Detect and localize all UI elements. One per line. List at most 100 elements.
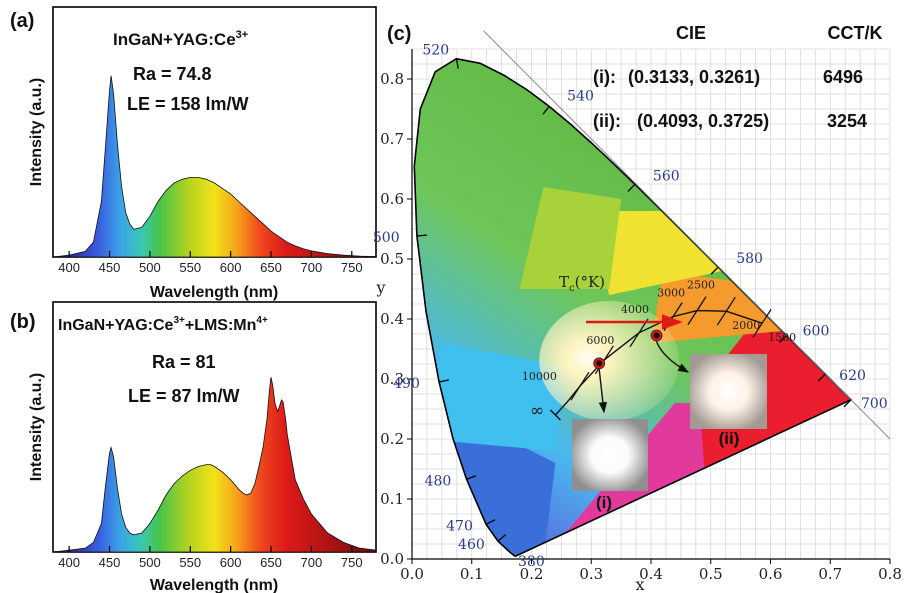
wavelength-tick [485,519,496,525]
zone-yellowgreen [519,187,622,289]
zone-white [539,301,680,421]
panel-b-label: (b) [10,311,36,333]
y-tick-label: 0.4 [380,310,404,328]
row-ii-id: (ii): [593,111,621,131]
x-tick-label: 0.6 [759,565,783,583]
wavelength-label: 520 [422,43,449,59]
panel-a: 400 450 500 550 600 650 700 750 (a) InGaN+YAG:C… [10,6,377,301]
isotherm-tick [716,296,736,326]
x-tick-label: 0.4 [639,565,663,583]
x-tick-label: 500 [139,260,161,275]
wavelength-tick [817,373,826,382]
x-tick-label: 750 [341,260,363,275]
x-tick-label: 450 [99,555,121,570]
y-tick-label: 0.0 [380,550,404,568]
wavelength-label: 540 [567,88,594,104]
panel-c-label: (c) [387,23,411,45]
y-tick-label: 0.8 [380,70,404,88]
panel-b-le: LE = 87 lm/W [128,386,240,406]
panel-a-label: (a) [10,10,34,32]
x-tick-label: 0.1 [460,565,484,583]
cct-label: 3000 [657,287,685,300]
row-i-id: (i): [593,67,616,87]
wavelength-tick [779,335,788,344]
wavelength-label: 490 [393,376,420,392]
cct-label: 2500 [687,279,715,292]
panel-c: 0.0 0.1 0.2 0.3 0.4 0.5 0.6 0.7 0.8 0.0 0.1 0.2 0.3 0… [373,23,902,593]
led-label-i: (i) [596,493,612,512]
diagonal-line [483,30,891,440]
isotherm-tick [570,371,590,401]
planck-end-cap [549,409,561,421]
wavelength-label: 620 [839,368,866,384]
row-ii-cie: (0.4093, 0.3725) [637,111,769,131]
x-tick-label: 550 [179,555,201,570]
wavelength-label: 480 [425,473,452,489]
point-arrow [598,369,608,414]
row-i-cie: (0.3133, 0.3261) [628,67,760,87]
x-tick-label: 600 [220,260,242,275]
panel-c-ylabel: y [375,278,385,297]
led-label-ii: (ii) [719,429,740,448]
cie-point [650,329,663,342]
wavelength-tick [416,234,427,237]
wavelength-label: 700 [861,396,888,412]
led-photo-ii [690,354,767,429]
cie-point [593,357,606,370]
spectrum-b-area [53,377,376,552]
wavelength-label: 460 [458,537,485,553]
led-photo-i [572,419,648,491]
x-tick-label: 400 [58,260,80,275]
isotherm-tick [752,308,772,338]
wavelength-label: 560 [653,168,680,184]
y-tick-label: 0.2 [380,430,404,448]
panel-a-composition: InGaN+YAG:Ce3+ [113,29,248,49]
panel-b-ylabel: Intensity (a.u.) [28,373,45,481]
wavelength-tick [710,266,719,275]
x-tick-label: 650 [260,260,282,275]
x-tick-label: 0.2 [520,565,544,583]
cct-label: 4000 [621,303,649,316]
y-tick-label: 0.6 [380,190,404,208]
wavelength-tick [497,534,507,542]
x-tick-label: 0.0 [400,565,424,583]
panel-a-ra: Ra = 74.8 [133,64,212,84]
point-arrow [655,341,690,373]
y-tick-label: 0.3 [380,370,404,388]
y-tick-label: 0.5 [380,250,404,268]
wavelength-tick [455,58,459,69]
wavelength-tick [542,106,550,115]
x-tick-label: 0.7 [818,565,842,583]
x-tick-label: 400 [58,555,80,570]
zone-cyan [423,343,568,451]
panel-c-xlabel: x [635,575,644,593]
x-tick-label: 450 [99,260,121,275]
isotherm-tick [687,296,707,325]
cct-header: CCT/K [828,23,883,43]
y-tick-label: 0.7 [380,130,404,148]
cct-label: 2000 [732,319,760,332]
x-tick-label: 700 [301,260,323,275]
wavelength-label: 580 [736,251,763,267]
cct-label: 1500 [768,331,796,344]
panel-b-xlabel: Wavelength (nm) [150,577,278,593]
x-tick-label: 700 [301,555,323,570]
y-tick-label: 0.1 [380,490,404,508]
cie-header: CIE [676,23,706,43]
x-tick-label: 650 [260,555,282,570]
panel-b-composition: InGaN+YAG:Ce3++LMS:Mn4+ [58,315,268,334]
isotherm-tick [629,318,649,348]
cct-label: 10000 [522,370,557,383]
panel-a-ylabel: Intensity (a.u.) [28,78,45,186]
wavelength-label: 600 [803,324,830,340]
x-tick-label: 0.5 [699,565,723,583]
wavelength-tick [627,183,636,192]
wavelength-label: 470 [446,518,473,534]
row-ii-cct: 3254 [827,111,867,131]
panel-a-xlabel: Wavelength (nm) [150,284,278,301]
wavelength-tick [843,399,852,408]
x-tick-label: 0.8 [878,565,902,583]
wavelength-tick [438,379,450,383]
panel-b-ra: Ra = 81 [152,352,216,372]
panel-b: 400 450 500 550 600 650 700 750 (b) InGaN+YAG:C… [10,301,377,593]
